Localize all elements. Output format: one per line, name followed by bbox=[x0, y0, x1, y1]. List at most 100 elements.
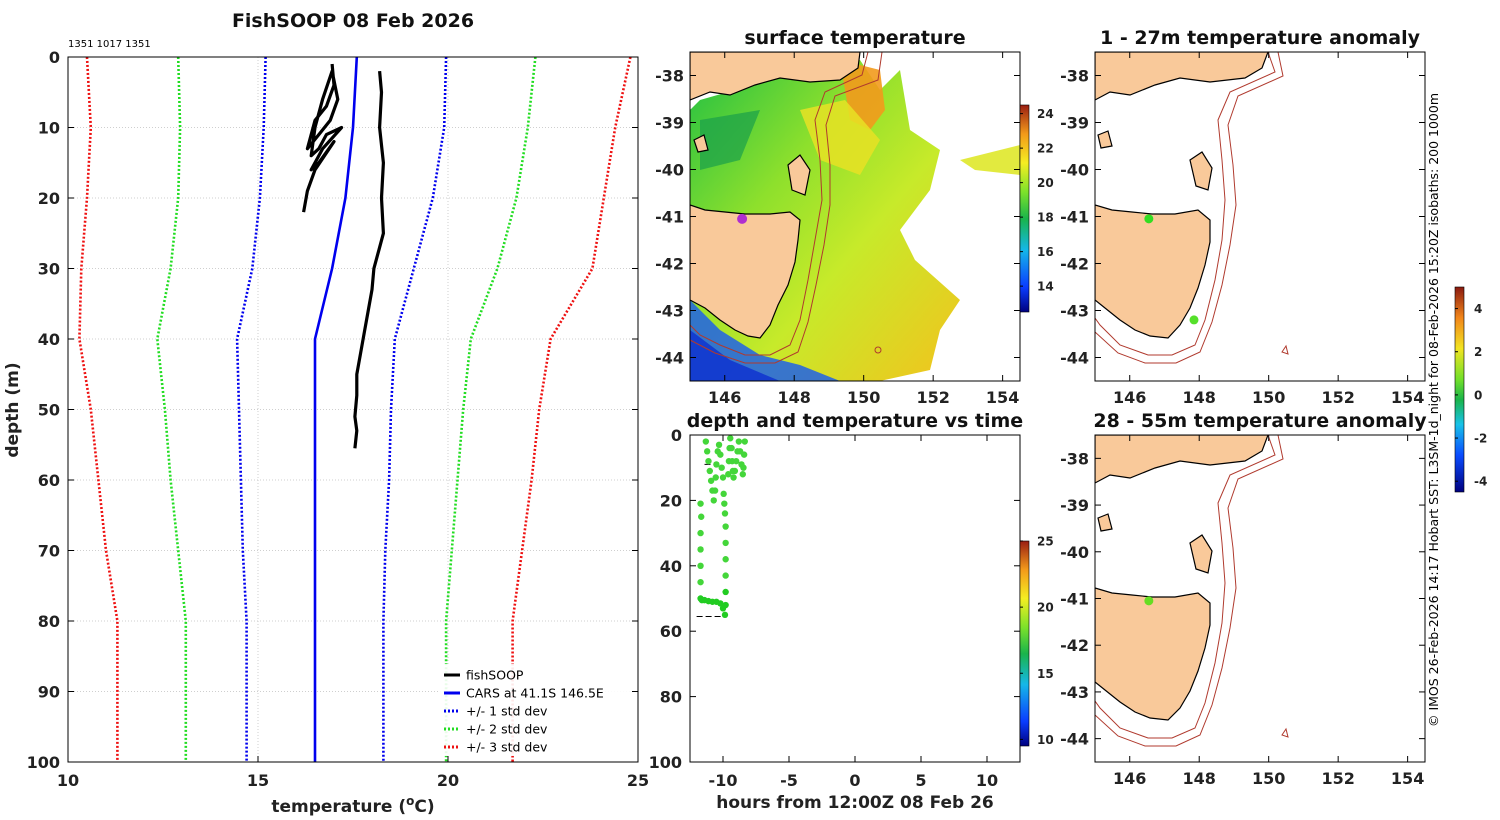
anomaly-shallow-points bbox=[1144, 214, 1199, 325]
sst-east-patch bbox=[960, 145, 1020, 175]
profile-ytick-label: 40 bbox=[38, 330, 60, 349]
series-line-4-lower bbox=[78, 57, 119, 762]
sst-ytick-label: -43 bbox=[655, 302, 684, 321]
sst-ticks: 146 148 150 152 154 -38 -39 -40 -41 -42 -43 -44 bbox=[655, 52, 1020, 407]
anomaly-shallow-xtick-label: 146 bbox=[1113, 388, 1146, 407]
series-line-2-lower bbox=[235, 57, 267, 762]
anomaly-deep-xtick-label: 154 bbox=[1391, 769, 1424, 788]
series-fishsoop-line bbox=[353, 70, 385, 449]
anomaly-shallow-ytick-label: -40 bbox=[1060, 161, 1089, 180]
sst-mainland bbox=[690, 52, 861, 101]
sst-xtick-label: 152 bbox=[916, 388, 949, 407]
sst-ytick-label: -41 bbox=[655, 208, 684, 227]
anomaly-deep-ticks: 146 148 150 152 154 -38 -39 -40 -41 -42 -43 -44 bbox=[1060, 435, 1425, 788]
anomaly-shallow-ytick-label: -44 bbox=[1060, 349, 1089, 368]
depth-time-point bbox=[719, 605, 727, 612]
depth-time-point bbox=[715, 441, 723, 449]
anomaly-deep-mainland bbox=[1095, 435, 1269, 484]
depth-time-point bbox=[698, 513, 705, 520]
anomaly-shallow-xtick-label: 150 bbox=[1252, 388, 1285, 407]
sst-xtick-label: 148 bbox=[778, 388, 811, 407]
series-line-4-upper bbox=[511, 57, 632, 762]
depth-time-xtick-label: 5 bbox=[915, 771, 926, 790]
depth-time-panel: depth and temperature vs time -10 -5 0 5 100… bbox=[649, 410, 1054, 813]
profile-series bbox=[78, 57, 632, 762]
anomaly-deep-ytick-label: -43 bbox=[1060, 683, 1089, 702]
series-line-3-lower bbox=[156, 57, 188, 762]
depth-time-point bbox=[702, 438, 710, 445]
anomaly-colorbar-tick-label: 2 bbox=[1474, 345, 1482, 359]
anomaly-deep-ytick-label: -40 bbox=[1060, 543, 1089, 562]
anomaly-deep-xtick-label: 148 bbox=[1183, 769, 1216, 788]
series-fishsoop-line bbox=[302, 63, 344, 213]
depth-time-point bbox=[735, 438, 743, 445]
sst-ytick-label: -44 bbox=[655, 349, 684, 368]
anomaly-shallow-mainland bbox=[1095, 52, 1269, 101]
depth-time-point bbox=[707, 477, 715, 484]
depth-time-ytick-label: 80 bbox=[660, 688, 682, 707]
depth-time-point bbox=[720, 490, 727, 498]
sst-title: surface temperature bbox=[744, 27, 965, 49]
anomaly-deep-ytick-label: -44 bbox=[1060, 730, 1089, 749]
anomaly-colorbar-tick-label: 4 bbox=[1474, 302, 1482, 316]
profile-xtick-label: 10 bbox=[57, 771, 79, 790]
sst-ytick-label: -38 bbox=[655, 67, 684, 86]
anomaly-shallow-isobath-200 bbox=[1095, 52, 1276, 356]
anomaly-shallow-ticks: 146 148 150 152 154 -38 -39 -40 -41 -42 -43 -44 bbox=[1060, 52, 1425, 407]
sst-map-panel: surface temperature 146 148 150 152 154 -38 -3… bbox=[655, 27, 1054, 407]
depth-time-point bbox=[722, 556, 729, 563]
sst-xtick-label: 154 bbox=[986, 388, 1019, 407]
profile-ytick-label: 100 bbox=[27, 753, 60, 772]
depth-time-colorbar-tick-label: 15 bbox=[1037, 667, 1054, 681]
anomaly-shallow-ytick-label: -38 bbox=[1060, 67, 1089, 86]
depth-time-point bbox=[740, 464, 747, 471]
profile-ytick-label: 50 bbox=[38, 401, 60, 420]
depth-time-ytick-label: 40 bbox=[660, 557, 682, 576]
sst-colorbar-ticks: 14 16 18 20 22 24 bbox=[1020, 107, 1054, 294]
anomaly-shallow-title: 1 - 27m temperature anomaly bbox=[1100, 27, 1421, 49]
depth-time-colorbar-tick-label: 25 bbox=[1037, 535, 1054, 549]
depth-time-point bbox=[739, 471, 746, 478]
anomaly-deep-king-island bbox=[1097, 513, 1113, 532]
anomaly-colorbar-ticks: 4 2 0 -2 -4 bbox=[1455, 302, 1487, 489]
depth-time-xtick-label: -10 bbox=[709, 771, 738, 790]
depth-time-point bbox=[706, 467, 713, 475]
anomaly-deep-points bbox=[1144, 596, 1154, 606]
series-line-1-lower bbox=[313, 57, 359, 762]
anomaly-deep-tasmania bbox=[1095, 587, 1211, 721]
anomaly-shallow-xtick-label: 148 bbox=[1183, 388, 1216, 407]
legend-label: +/- 1 std dev bbox=[466, 704, 548, 719]
side-caption: © IMOS 26-Feb-2026 14:17 Hobart SST: L3S… bbox=[1426, 93, 1441, 727]
anomaly-shallow-xtick-label: 152 bbox=[1321, 388, 1354, 407]
anomaly-shallow-point bbox=[1189, 315, 1199, 325]
sst-colorbar-tick-label: 20 bbox=[1037, 176, 1054, 190]
profile-title: FishSOOP 08 Feb 2026 bbox=[232, 10, 474, 32]
sst-ytick-label: -40 bbox=[655, 161, 684, 180]
depth-time-xtick-label: 10 bbox=[976, 771, 998, 790]
depth-time-ytick-label: 60 bbox=[660, 622, 682, 641]
sst-colorbar bbox=[1019, 104, 1030, 313]
depth-time-point bbox=[697, 546, 704, 553]
anomaly-shallow-panel: 1 - 27m temperature anomaly 146 148 150 152… bbox=[1060, 27, 1426, 407]
depth-time-point bbox=[725, 471, 732, 478]
anomaly-shallow-ytick-label: -39 bbox=[1060, 114, 1089, 133]
anomaly-deep-ytick-label: -39 bbox=[1060, 496, 1089, 515]
legend-label: +/- 3 std dev bbox=[466, 740, 548, 755]
depth-time-point bbox=[697, 595, 704, 602]
depth-time-point bbox=[722, 588, 729, 596]
anomaly-deep-panel: 28 - 55m temperature anomaly 146 148 150 15… bbox=[1060, 410, 1427, 788]
depth-time-point bbox=[722, 539, 729, 547]
profile-subtitle: 1351 1017 1351 bbox=[68, 39, 151, 50]
anomaly-colorbar-tick-label: -4 bbox=[1474, 475, 1487, 489]
profile-xlabel: temperature (oC) bbox=[271, 794, 434, 817]
profile-ytick-label: 0 bbox=[49, 48, 60, 67]
depth-time-xtick-label: -5 bbox=[780, 771, 798, 790]
depth-time-colorbar-tick-label: 10 bbox=[1037, 733, 1054, 747]
profile-xtick-label: 20 bbox=[437, 771, 459, 790]
depth-time-point bbox=[721, 500, 728, 507]
depth-time-point bbox=[730, 474, 737, 481]
anomaly-colorbar bbox=[1454, 286, 1465, 493]
anomaly-shallow-king-island bbox=[1097, 130, 1113, 149]
